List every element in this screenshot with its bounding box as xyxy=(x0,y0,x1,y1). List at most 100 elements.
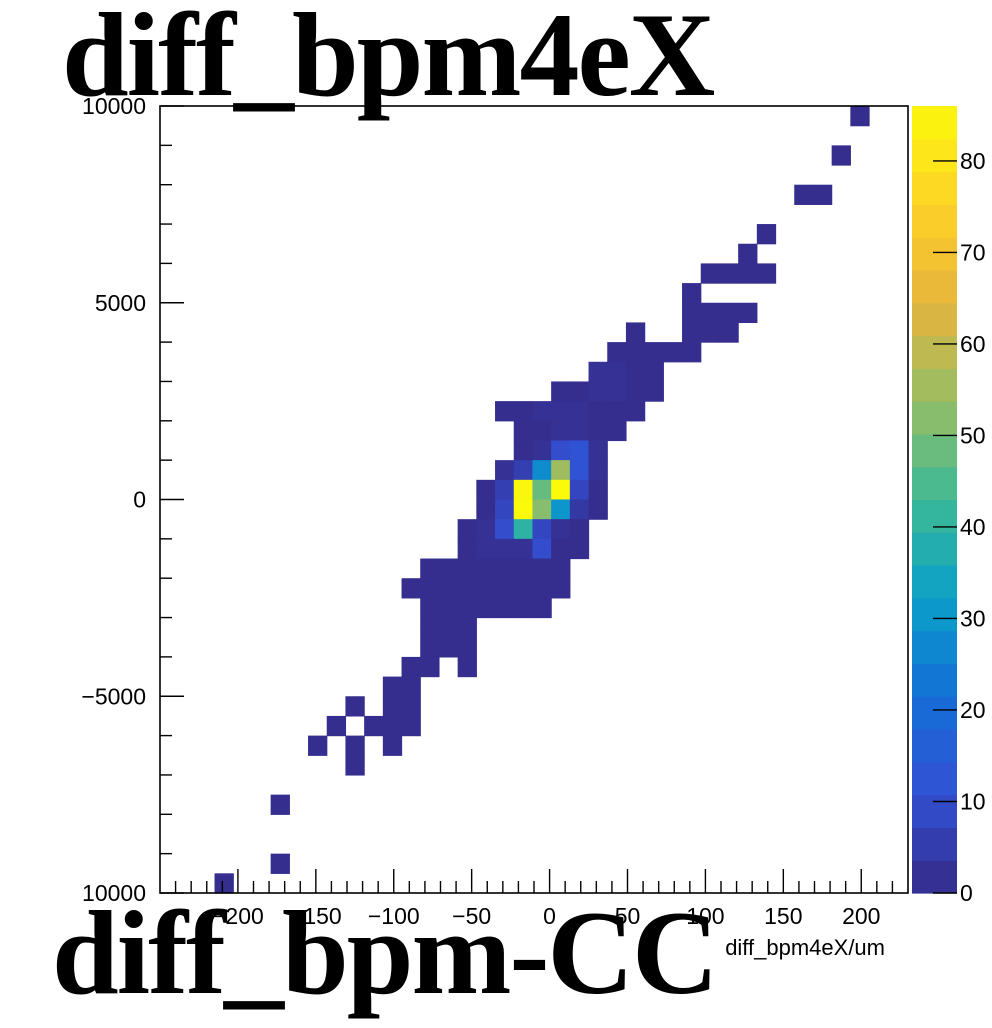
palette-tick-label: 80 xyxy=(960,148,986,174)
heatmap-cell xyxy=(532,519,552,540)
y-axis: 10000 5000 0 −5000 10000 xyxy=(81,93,184,906)
palette-swatch xyxy=(912,794,957,829)
heatmap-cell xyxy=(551,558,571,579)
x-tick-label: −150 xyxy=(290,903,342,929)
heatmap-cell xyxy=(569,479,590,501)
heatmap-cell xyxy=(607,361,627,383)
heatmap-cell xyxy=(682,342,702,363)
heatmap-cell xyxy=(569,440,590,461)
heatmap-cell xyxy=(532,578,552,599)
y-tick-label: 10000 xyxy=(82,880,146,906)
palette-swatch xyxy=(912,597,957,632)
heatmap-cell xyxy=(625,322,646,343)
palette-tick-label: 10 xyxy=(960,788,986,814)
heatmap-cell xyxy=(532,597,552,619)
heatmap-cell xyxy=(513,558,534,579)
heatmap-cell xyxy=(495,499,515,520)
palette-swatch xyxy=(912,466,957,501)
heatmap-cell xyxy=(569,401,590,422)
heatmap-cell xyxy=(532,479,552,501)
heatmap-cell xyxy=(495,519,515,540)
heatmap-cell xyxy=(794,184,814,205)
heatmap-cell xyxy=(588,460,608,481)
heatmap-chart: −200 −150 −100 −50 0 50 100 150 200 1000050000−5… xyxy=(81,93,986,960)
heatmap-cell xyxy=(270,853,290,874)
x-tick-label: −100 xyxy=(368,903,420,929)
heatmap-cell xyxy=(569,381,590,402)
x-tick-label: −200 xyxy=(212,903,264,929)
heatmap-cell xyxy=(513,578,534,599)
x-tick-label: 200 xyxy=(842,903,880,929)
heatmap-cells xyxy=(214,106,870,894)
heatmap-cell xyxy=(382,696,403,717)
heatmap-cell xyxy=(457,558,477,579)
heatmap-cell xyxy=(495,479,515,501)
heatmap-cell xyxy=(345,735,365,756)
heatmap-cell xyxy=(345,755,365,776)
heatmap-cell xyxy=(214,873,234,894)
heatmap-cell xyxy=(326,715,347,737)
heatmap-cell xyxy=(551,401,571,422)
heatmap-cell xyxy=(532,401,552,422)
heatmap-cell xyxy=(719,302,739,324)
palette-swatch xyxy=(912,269,957,304)
heatmap-cell xyxy=(569,538,590,560)
heatmap-cell xyxy=(438,597,459,619)
heatmap-cell xyxy=(700,302,721,324)
heatmap-cell xyxy=(382,676,403,697)
heatmap-cell xyxy=(588,420,608,442)
x-tick-label: 0 xyxy=(543,903,556,929)
palette-swatch xyxy=(912,663,957,697)
heatmap-cell xyxy=(495,460,515,481)
heatmap-cell xyxy=(738,302,758,324)
palette-tick-label: 60 xyxy=(960,331,986,357)
palette-swatch xyxy=(912,401,957,435)
palette-tick-label: 30 xyxy=(960,605,986,631)
heatmap-cell xyxy=(438,637,459,658)
heatmap-cell xyxy=(569,519,590,540)
heatmap-cell xyxy=(551,499,571,520)
heatmap-cell xyxy=(476,479,496,501)
heatmap-cell xyxy=(438,617,459,638)
heatmap-cell xyxy=(513,519,534,540)
color-palette-axis: 0 10 20 30 40 50 60 70 80 xyxy=(933,148,986,906)
heatmap-cell xyxy=(532,538,552,560)
heatmap-cell xyxy=(532,558,552,579)
heatmap-cell xyxy=(420,597,440,619)
heatmap-cell xyxy=(401,676,421,697)
heatmap-cell xyxy=(513,538,534,560)
palette-tick-label: 0 xyxy=(960,880,973,906)
palette-swatch xyxy=(912,106,957,140)
heatmap-cell xyxy=(457,617,477,638)
heatmap-cell xyxy=(476,558,496,579)
heatmap-cell xyxy=(607,342,627,363)
heatmap-cell xyxy=(513,420,534,442)
palette-swatch xyxy=(912,171,957,205)
x-axis: −200 −150 −100 −50 0 50 100 150 200 xyxy=(174,869,894,929)
heatmap-cell xyxy=(420,558,440,579)
heatmap-cell xyxy=(401,656,421,678)
y-tick-label: 10000 xyxy=(82,93,146,119)
heatmap-cell xyxy=(551,538,571,560)
chart-title: diff_bpm4eX xyxy=(62,0,715,121)
heatmap-cell xyxy=(476,519,496,540)
heatmap-cell xyxy=(438,578,459,599)
palette-swatch xyxy=(912,532,957,566)
heatmap-cell xyxy=(457,578,477,599)
palette-swatch xyxy=(912,433,957,468)
heatmap-cell xyxy=(700,263,721,284)
palette-swatch xyxy=(912,761,957,796)
heatmap-cell xyxy=(551,519,571,540)
heatmap-cell xyxy=(551,460,571,481)
color-palette xyxy=(912,106,957,894)
palette-swatch xyxy=(912,499,957,533)
heatmap-cell xyxy=(382,735,403,756)
heatmap-cell xyxy=(719,263,739,284)
heatmap-cell xyxy=(401,578,421,599)
heatmap-cell xyxy=(607,381,627,402)
x-tick-label: −50 xyxy=(452,903,491,929)
heatmap-cell xyxy=(663,342,683,363)
heatmap-cell xyxy=(532,460,552,481)
x-tick-label: 50 xyxy=(615,903,641,929)
heatmap-cell xyxy=(513,597,534,619)
